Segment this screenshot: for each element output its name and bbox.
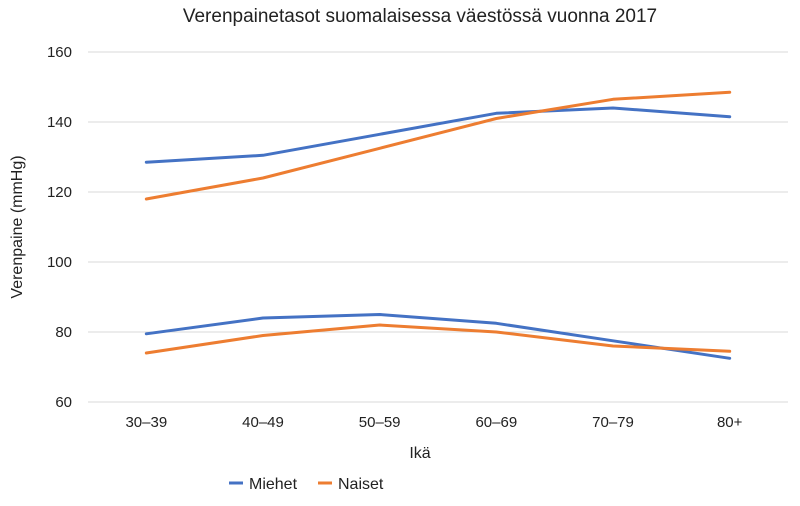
x-axis-ticks: 30–39 40–49 50–59 60–69 70–79 80+ [125,414,742,431]
y-tick-label: 160 [47,44,72,61]
y-axis-ticks: 60 80 100 120 140 160 [47,44,72,411]
y-tick-label: 140 [47,114,72,131]
y-tick-label: 120 [47,184,72,201]
series-line-naiset-diastolic [144,323,732,355]
x-tick-label: 30–39 [125,414,167,431]
x-tick-label: 80+ [717,414,743,431]
chart-title: Verenpainetasot suomalaisessa väestössä … [183,6,657,27]
x-tick-label: 50–59 [359,414,401,431]
legend-label: Miehet [249,476,298,493]
legend-label: Naiset [338,476,384,493]
y-axis-label: Verenpaine (mmHg) [9,155,26,298]
x-tick-label: 40–49 [242,414,284,431]
series-line-miehet-diastolic [144,313,732,360]
series-lines [144,90,732,360]
x-tick-label: 70–79 [592,414,634,431]
series-line-miehet-systolic [144,106,732,164]
series-line-naiset-systolic [144,90,732,201]
x-axis-label: Ikä [409,445,430,462]
legend: Miehet Naiset [229,476,384,493]
y-tick-label: 60 [55,394,72,411]
gridlines [88,51,788,403]
x-tick-label: 60–69 [475,414,517,431]
y-tick-label: 80 [55,324,72,341]
y-tick-label: 100 [47,254,72,271]
